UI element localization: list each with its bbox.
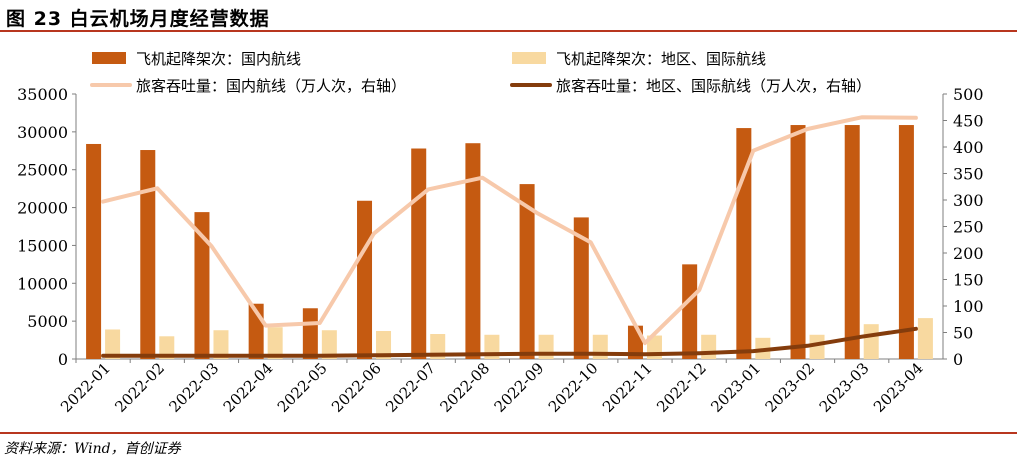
bar-domestic-flights bbox=[357, 200, 373, 359]
left-axis-tick-label: 30000 bbox=[17, 123, 68, 142]
bar-intl-flights bbox=[701, 334, 717, 359]
right-axis-tick-label: 450 bbox=[953, 112, 984, 131]
bar-intl-flights bbox=[159, 336, 175, 359]
line-domestic-passengers bbox=[101, 115, 918, 346]
left-axis-tick-label: 5000 bbox=[27, 312, 68, 331]
source-note: 资料来源：Wind，首创证券 bbox=[4, 441, 181, 457]
chart: 0 5000 10000 15000 20000 25000 30000 35000 0 50 10… bbox=[17, 50, 984, 416]
x-axis-tick-label: 2022-12 bbox=[653, 359, 710, 416]
x-axis-tick-label: 2022-03 bbox=[165, 359, 222, 416]
bar-domestic-flights bbox=[411, 148, 427, 359]
page-title: 图 23 白云机场月度经营数据 bbox=[6, 8, 270, 30]
left-axis-tick-label: 15000 bbox=[17, 236, 68, 255]
bar-domestic-flights bbox=[790, 125, 806, 360]
legend-label: 旅客吞吐量：国内航线（万人次，右轴） bbox=[136, 77, 406, 95]
x-axis-tick-label: 2022-04 bbox=[220, 359, 277, 416]
x-axis-tick-label: 2022-11 bbox=[599, 359, 656, 416]
x-axis-tick-label: 2022-08 bbox=[436, 359, 493, 416]
x-axis-tick-label: 2022-06 bbox=[328, 359, 385, 416]
left-axis-tick-label: 35000 bbox=[17, 85, 68, 104]
bar-domestic-flights bbox=[844, 125, 860, 360]
x-axis-tick-label: 2022-09 bbox=[491, 359, 548, 416]
x-axis-tick-label: 2023-03 bbox=[816, 359, 873, 416]
bar-domestic-flights bbox=[898, 125, 914, 360]
bar-intl-flights bbox=[917, 318, 933, 359]
x-axis-tick-label: 2023-02 bbox=[762, 359, 819, 416]
right-axis-tick-label: 100 bbox=[953, 297, 984, 316]
right-axis-tick-label: 200 bbox=[953, 244, 984, 263]
bar-domestic-flights bbox=[465, 143, 481, 359]
right-axis-tick-label: 500 bbox=[953, 85, 984, 104]
legend-label: 旅客吞吐量：地区、国际航线（万人次，右轴） bbox=[556, 77, 871, 95]
right-axis-tick-label: 150 bbox=[953, 271, 984, 290]
x-axis-tick-label: 2023-01 bbox=[707, 359, 764, 416]
left-axis-tick-label: 10000 bbox=[17, 274, 68, 293]
bar-intl-flights bbox=[105, 329, 121, 359]
bar-domestic-flights bbox=[194, 212, 210, 359]
x-axis-tick-label: 2022-02 bbox=[111, 359, 168, 416]
x-axis-tick-label: 2022-10 bbox=[545, 359, 602, 416]
bar-intl-flights bbox=[321, 330, 337, 359]
left-axis-tick-label: 25000 bbox=[17, 161, 68, 180]
bar-intl-flights bbox=[213, 330, 229, 359]
legend-label: 飞机起降架次：地区、国际航线 bbox=[556, 50, 766, 68]
bar-intl-flights bbox=[863, 324, 879, 359]
legend-label: 飞机起降架次：国内航线 bbox=[136, 50, 301, 68]
right-axis-tick-label: 250 bbox=[953, 218, 984, 237]
left-axis-tick-label: 0 bbox=[58, 350, 68, 369]
legend-swatch bbox=[92, 52, 126, 64]
title-bar: 图 23 白云机场月度经营数据 bbox=[0, 0, 1017, 32]
bar-domestic-flights bbox=[86, 143, 102, 359]
line-intl-passengers bbox=[101, 326, 918, 358]
bar-domestic-flights bbox=[682, 264, 698, 359]
x-axis-tick-label: 2023-04 bbox=[870, 359, 927, 416]
right-axis-tick-label: 300 bbox=[953, 191, 984, 210]
bar-intl-flights bbox=[809, 334, 825, 359]
x-axis-tick-label: 2022-05 bbox=[274, 359, 331, 416]
bar-domestic-flights bbox=[519, 184, 535, 359]
bar-domestic-flights bbox=[140, 150, 156, 359]
legend-swatch bbox=[512, 52, 546, 64]
right-axis-tick-label: 50 bbox=[953, 324, 973, 343]
x-axis-tick-label: 2022-07 bbox=[382, 359, 439, 416]
right-axis-tick-label: 400 bbox=[953, 138, 984, 157]
bar-domestic-flights bbox=[573, 217, 589, 359]
bar-intl-flights bbox=[376, 330, 392, 359]
right-axis-tick-label: 0 bbox=[953, 350, 963, 369]
bar-domestic-flights bbox=[302, 308, 318, 359]
bar-intl-flights bbox=[267, 327, 283, 359]
source-bar: 资料来源：Wind，首创证券 bbox=[0, 432, 1017, 461]
left-axis-tick-label: 20000 bbox=[17, 199, 68, 218]
right-axis-tick-label: 350 bbox=[953, 165, 984, 184]
